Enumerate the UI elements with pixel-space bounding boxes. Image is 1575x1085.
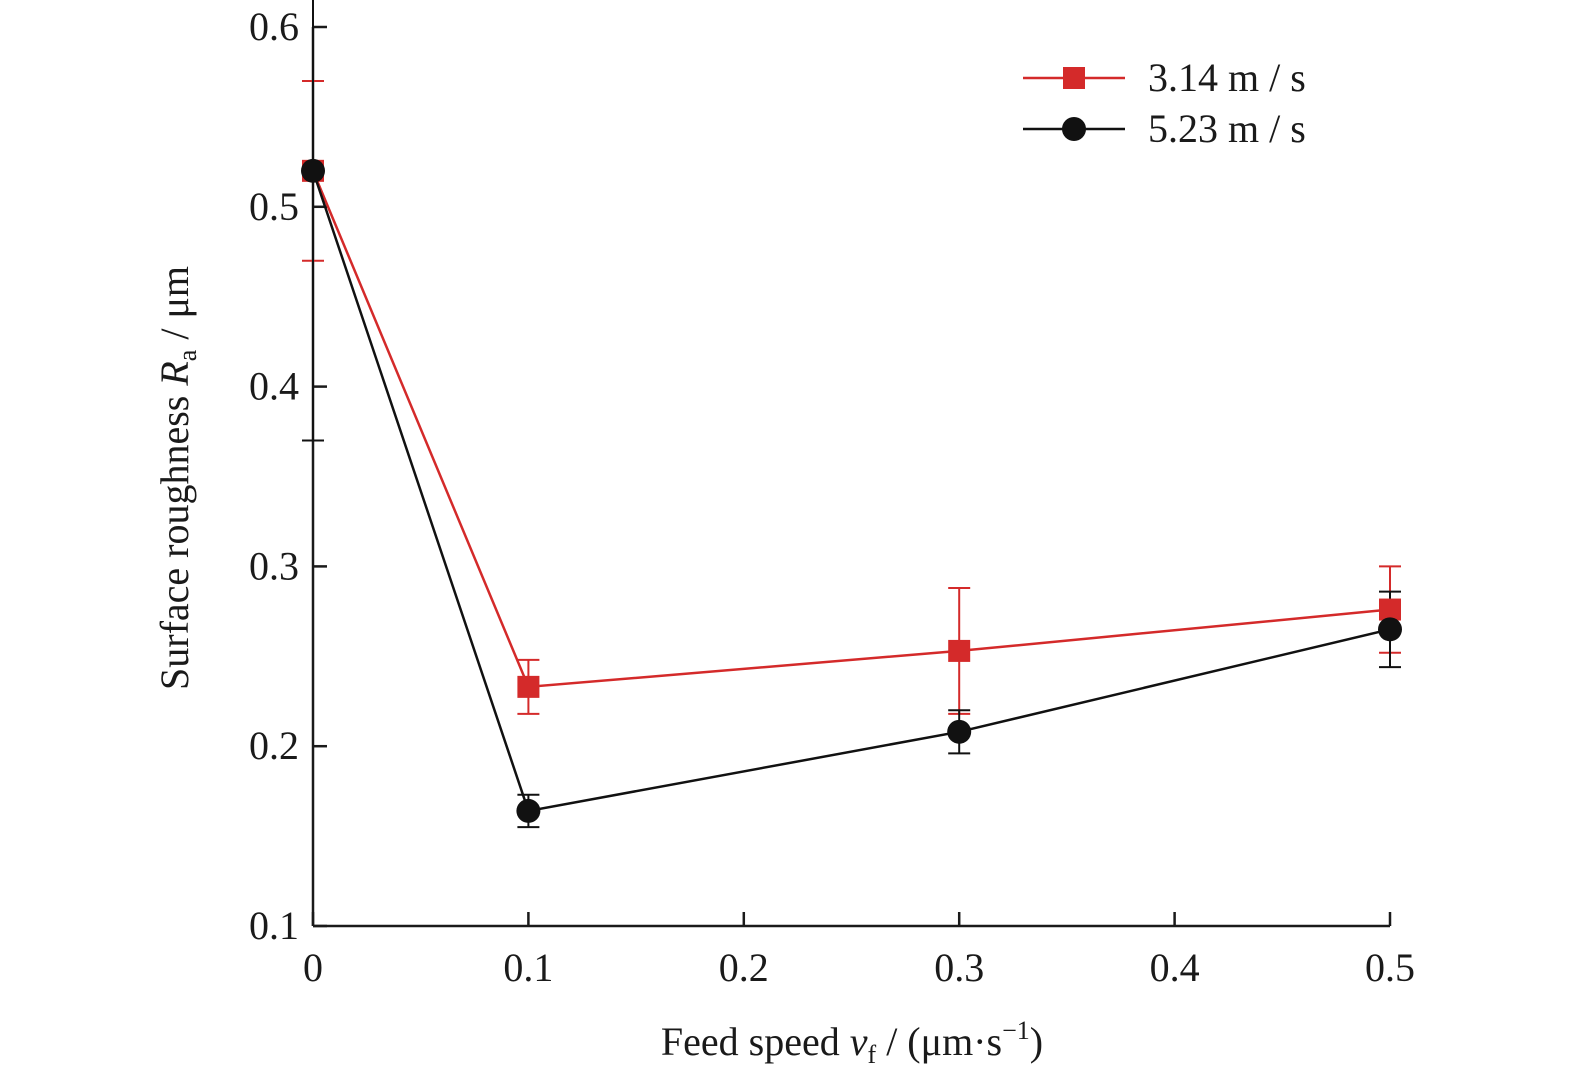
y-axis-label-main: Surface roughness	[152, 386, 197, 690]
y-tick-label: 0.4	[249, 364, 299, 409]
y-tick-label: 0.1	[249, 903, 299, 948]
x-tick-label: 0.1	[503, 945, 553, 990]
legend-marker	[1063, 67, 1085, 89]
x-axis-label-sub: f	[868, 1040, 877, 1069]
x-axis-label-rest: / (μm·s	[876, 1019, 1002, 1064]
legend-label: 3.14 m / s	[1148, 55, 1306, 100]
y-tick-label: 0.2	[249, 723, 299, 768]
x-tick-label: 0.4	[1150, 945, 1200, 990]
data-point	[947, 719, 972, 744]
data-point	[948, 639, 971, 662]
y-axis-label: Surface roughness Ra / μm	[152, 266, 202, 690]
series-line	[311, 170, 1391, 689]
y-axis-label-sub: a	[173, 349, 202, 361]
data-point	[517, 675, 540, 698]
x-tick-label: 0.5	[1365, 945, 1415, 990]
x-tick-label: 0	[303, 945, 323, 990]
data-point	[1379, 598, 1401, 621]
data-point	[301, 158, 325, 183]
y-tick-label: 0.6	[249, 4, 299, 49]
y-axis-label-rest: / μm	[152, 266, 197, 350]
x-axis-label-var: v	[850, 1019, 868, 1064]
legend: 3.14 m / s 5.23 m / s	[1023, 55, 1306, 151]
x-tick-label: 0.2	[719, 945, 769, 990]
data-point	[1378, 617, 1402, 642]
y-axis-label-var: R	[152, 361, 197, 386]
legend-label: 5.23 m / s	[1148, 106, 1306, 151]
y-tick-label: 0.5	[249, 184, 299, 229]
x-axis-label-sup: −1	[1002, 1016, 1030, 1045]
series-markers	[301, 158, 1402, 823]
series-lines	[311, 170, 1391, 813]
x-axis-label: Feed speed vf / (μm·s−1)	[661, 1016, 1043, 1069]
x-tick-label: 0.3	[934, 945, 984, 990]
legend-marker	[1062, 117, 1086, 141]
series-line	[311, 170, 1391, 813]
x-axis-label-main: Feed speed	[661, 1019, 850, 1064]
axes: 0.10.20.30.40.50.60 0.1 0.2 0.3 0.4 0.5	[249, 4, 1415, 990]
data-point	[516, 798, 541, 823]
y-tick-label: 0.3	[249, 543, 299, 588]
x-axis-label-close: )	[1030, 1019, 1043, 1064]
